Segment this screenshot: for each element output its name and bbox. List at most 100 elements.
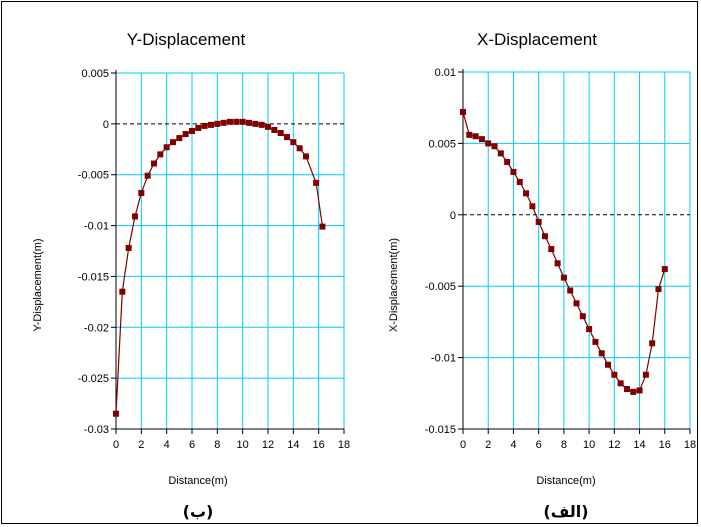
data-point [636, 387, 643, 394]
data-point [592, 338, 599, 345]
data-point [125, 244, 132, 251]
data-point [227, 118, 233, 125]
data-point [258, 121, 265, 128]
data-point [573, 300, 580, 307]
x-tick-label: 8 [561, 439, 567, 451]
data-point [478, 136, 485, 143]
data-point [630, 388, 637, 395]
y-tick-label: -0.01 [84, 221, 109, 233]
data-point [661, 266, 668, 273]
data-point [579, 313, 586, 320]
x-axis-label: Distance(m) [168, 475, 227, 487]
data-point [472, 133, 479, 140]
y-tick-label: 0 [103, 119, 109, 131]
data-point [313, 179, 320, 186]
x-tick-label: 16 [313, 439, 325, 451]
data-point [195, 124, 202, 131]
data-point [548, 246, 555, 253]
x-tick-label: 0 [113, 439, 119, 451]
data-point [529, 203, 536, 210]
y-tick-label: -0.005 [425, 281, 456, 293]
data-point [151, 160, 157, 167]
data-point [560, 274, 567, 281]
chart-title: X-Displacement [477, 30, 597, 49]
series-line [115, 121, 324, 414]
data-point [319, 223, 326, 230]
data-point [541, 233, 548, 240]
x-tick-label: 12 [608, 439, 620, 451]
data-point [554, 260, 561, 267]
data-point [516, 178, 523, 185]
data-point [144, 172, 151, 179]
data-point [497, 150, 504, 157]
data-point [303, 153, 309, 160]
x-tick-label: 16 [659, 439, 671, 451]
y-tick-label: 0.005 [81, 68, 109, 80]
y-axis-label: X-Displacement(m) [388, 238, 400, 332]
data-point [567, 287, 574, 294]
data-point [163, 144, 170, 151]
y-tick-label: -0.025 [78, 373, 109, 385]
data-point [189, 127, 195, 134]
data-point [176, 135, 183, 142]
x-tick-label: 2 [485, 439, 491, 451]
y-tick-label: 0.01 [435, 67, 456, 79]
data-point [649, 340, 656, 347]
x-tick-label: 0 [460, 439, 466, 451]
data-point [611, 371, 618, 378]
x-tick-label: 2 [138, 439, 144, 451]
data-point [277, 130, 284, 137]
data-point [642, 371, 649, 378]
x-axis-label: Distance(m) [536, 475, 595, 487]
y-tick-label: 0 [450, 210, 456, 222]
data-point [220, 119, 227, 126]
data-point [170, 139, 176, 146]
data-point [491, 143, 498, 150]
y-tick-label: -0.015 [425, 424, 456, 436]
data-point [510, 168, 517, 175]
x-tick-label: 18 [338, 439, 350, 451]
data-point [466, 131, 473, 138]
y-tick-label: -0.015 [78, 271, 109, 283]
y-tick-label: -0.03 [84, 424, 109, 436]
data-point [208, 121, 214, 128]
x-tick-label: 10 [237, 439, 249, 451]
data-point [535, 218, 542, 225]
y-tick-label: -0.02 [84, 322, 109, 334]
x-tick-label: 10 [583, 439, 595, 451]
data-point [132, 213, 138, 220]
data-point [523, 190, 530, 197]
plot-area: 0.005 0 -0.005 -0.01 -0.015 -0.02 -0.025 -0.03 0… [78, 68, 350, 451]
x-tick-label: 8 [214, 439, 220, 451]
data-point [485, 140, 492, 147]
plot-area: 0.01 0.005 0 -0.005 -0.01 -0.015 0 2 4 6 8 10 12 14 16… [425, 67, 696, 451]
x-tick-label: 6 [536, 439, 542, 451]
data-point [252, 120, 259, 127]
chart-title: Y-Displacement [127, 30, 246, 49]
data-point [239, 118, 246, 125]
data-point [265, 123, 271, 130]
panel-label: (ب) [183, 502, 214, 521]
data-point [119, 288, 126, 295]
chart-x-displacement: X-Displacement Distance(m) X-Displacemen… [388, 30, 696, 521]
y-tick-label: -0.01 [431, 353, 456, 365]
data-point [157, 151, 164, 158]
data-point [623, 386, 630, 393]
data-point [296, 145, 303, 152]
y-axis-label: Y-Displacement(m) [32, 238, 44, 331]
x-tick-label: 4 [164, 439, 170, 451]
x-tick-label: 18 [684, 439, 696, 451]
data-point [605, 361, 612, 368]
data-point [460, 108, 466, 115]
panel-label: (الف) [543, 502, 588, 521]
data-point [138, 190, 145, 197]
data-point [284, 134, 290, 141]
data-point [233, 118, 240, 125]
data-point [290, 139, 297, 146]
data-point [655, 286, 662, 293]
x-tick-label: 12 [262, 439, 274, 451]
x-tick-label: 6 [189, 439, 195, 451]
x-tick-label: 14 [287, 439, 299, 451]
